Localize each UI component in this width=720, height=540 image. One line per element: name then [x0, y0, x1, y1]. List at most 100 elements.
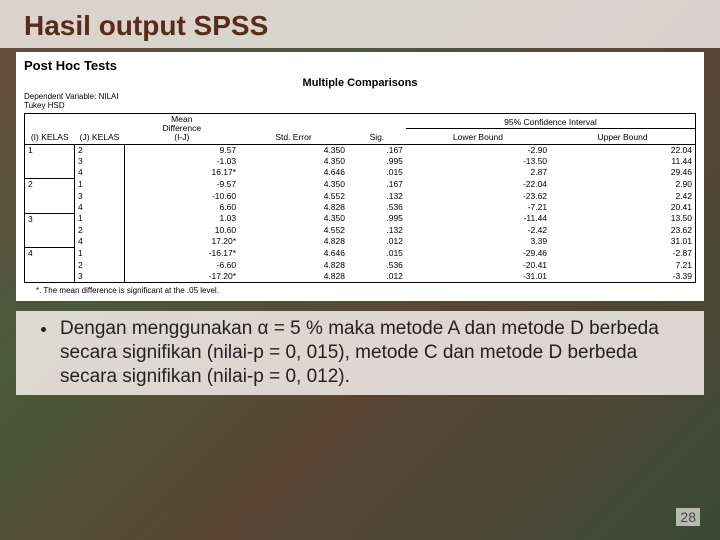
cell-stderr: 4.828	[239, 236, 348, 247]
bullet-text: Dengan menggunakan α = 5 % maka metode A…	[58, 317, 690, 388]
cell-sig: .167	[348, 179, 406, 191]
table-row: 416.17*4.646.0152.8729.46	[25, 167, 696, 178]
cell-upper: 7.21	[550, 260, 695, 271]
footnote: *. The mean difference is significant at…	[24, 286, 696, 295]
th-sig: Sig.	[348, 113, 406, 144]
cell-meandiff: -17.20*	[125, 271, 240, 283]
th-meandiff: MeanDifference(I-J)	[125, 113, 240, 144]
cell-stderr: 4.350	[239, 179, 348, 191]
cell-sig: .995	[348, 156, 406, 167]
cell-i	[25, 191, 75, 202]
cell-meandiff: 10.60	[125, 225, 240, 236]
table-row: 417.20*4.828.0123.3931.01	[25, 236, 696, 247]
cell-meandiff: -16.17*	[125, 248, 240, 260]
cell-j: 1	[75, 213, 125, 225]
cell-j: 2	[75, 225, 125, 236]
cell-j: 1	[75, 179, 125, 191]
cell-stderr: 4.828	[239, 260, 348, 271]
cell-j: 1	[75, 248, 125, 260]
cell-j: 2	[75, 260, 125, 271]
cell-i	[25, 225, 75, 236]
cell-lower: 3.39	[406, 236, 550, 247]
table-body: 129.574.350.167-2.9022.043-1.034.350.995…	[25, 144, 696, 283]
cell-upper: 2.90	[550, 179, 695, 191]
cell-sig: .015	[348, 248, 406, 260]
cell-upper: 20.41	[550, 202, 695, 213]
cell-lower: -29.46	[406, 248, 550, 260]
th-stderr: Std. Error	[239, 113, 348, 144]
cell-i: 2	[25, 179, 75, 191]
comparisons-table: (I) KELAS (J) KELAS MeanDifference(I-J) …	[24, 113, 696, 284]
cell-i: 1	[25, 144, 75, 156]
cell-meandiff: 16.17*	[125, 167, 240, 178]
cell-sig: .536	[348, 260, 406, 271]
cell-meandiff: -9.57	[125, 179, 240, 191]
cell-lower: 2.87	[406, 167, 550, 178]
cell-meandiff: 1.03	[125, 213, 240, 225]
table-row: 3-17.20*4.828.012-31.01-3.39	[25, 271, 696, 283]
cell-sig: .995	[348, 213, 406, 225]
cell-upper: -2.87	[550, 248, 695, 260]
cell-i	[25, 260, 75, 271]
cell-lower: -22.04	[406, 179, 550, 191]
cell-j: 4	[75, 202, 125, 213]
table-row: 41-16.17*4.646.015-29.46-2.87	[25, 248, 696, 260]
th-upper: Upper Bound	[550, 129, 695, 145]
cell-i	[25, 236, 75, 247]
table-row: 3-1.034.350.995-13.5011.44	[25, 156, 696, 167]
cell-i	[25, 202, 75, 213]
cell-stderr: 4.646	[239, 167, 348, 178]
cell-i	[25, 167, 75, 178]
cell-meandiff: 9.57	[125, 144, 240, 156]
cell-sig: .132	[348, 225, 406, 236]
cell-upper: 2.42	[550, 191, 695, 202]
cell-stderr: 4.828	[239, 202, 348, 213]
cell-meandiff: -1.03	[125, 156, 240, 167]
cell-stderr: 4.828	[239, 271, 348, 283]
spss-output: Post Hoc Tests Multiple Comparisons Depe…	[16, 52, 704, 301]
cell-lower: -31.01	[406, 271, 550, 283]
cell-i	[25, 271, 75, 283]
cell-i: 3	[25, 213, 75, 225]
cell-sig: .012	[348, 271, 406, 283]
table-row: 210.604.552.132-2.4223.62	[25, 225, 696, 236]
dependent-variable: Dependent Variable: NILAI	[24, 93, 696, 102]
cell-sig: .012	[348, 236, 406, 247]
cell-stderr: 4.552	[239, 191, 348, 202]
cell-meandiff: -6.60	[125, 260, 240, 271]
cell-upper: 31.01	[550, 236, 695, 247]
table-row: 311.034.350.995-11.4413.50	[25, 213, 696, 225]
cell-lower: -23.62	[406, 191, 550, 202]
page-number: 28	[676, 508, 700, 526]
cell-j: 4	[75, 236, 125, 247]
method-label: Tukey HSD	[24, 102, 696, 111]
th-i: (I) KELAS	[25, 113, 75, 144]
cell-lower: -7.21	[406, 202, 550, 213]
cell-stderr: 4.350	[239, 156, 348, 167]
cell-upper: 23.62	[550, 225, 695, 236]
cell-sig: .167	[348, 144, 406, 156]
cell-i: 4	[25, 248, 75, 260]
cell-lower: -13.50	[406, 156, 550, 167]
cell-stderr: 4.552	[239, 225, 348, 236]
table-row: 2-6.604.828.536-20.417.21	[25, 260, 696, 271]
cell-upper: 13.50	[550, 213, 695, 225]
mc-title: Multiple Comparisons	[24, 77, 696, 89]
cell-j: 3	[75, 156, 125, 167]
cell-stderr: 4.350	[239, 213, 348, 225]
cell-j: 3	[75, 271, 125, 283]
cell-stderr: 4.646	[239, 248, 348, 260]
table-row: 129.574.350.167-2.9022.04	[25, 144, 696, 156]
table-row: 46.604.828.536-7.2120.41	[25, 202, 696, 213]
cell-sig: .132	[348, 191, 406, 202]
slide-title: Hasil output SPSS	[0, 0, 720, 48]
cell-upper: -3.39	[550, 271, 695, 283]
cell-j: 2	[75, 144, 125, 156]
cell-meandiff: 17.20*	[125, 236, 240, 247]
cell-lower: -20.41	[406, 260, 550, 271]
cell-i	[25, 156, 75, 167]
cell-upper: 29.46	[550, 167, 695, 178]
cell-sig: .015	[348, 167, 406, 178]
table-row: 3-10.604.552.132-23.622.42	[25, 191, 696, 202]
table-row: 21-9.574.350.167-22.042.90	[25, 179, 696, 191]
